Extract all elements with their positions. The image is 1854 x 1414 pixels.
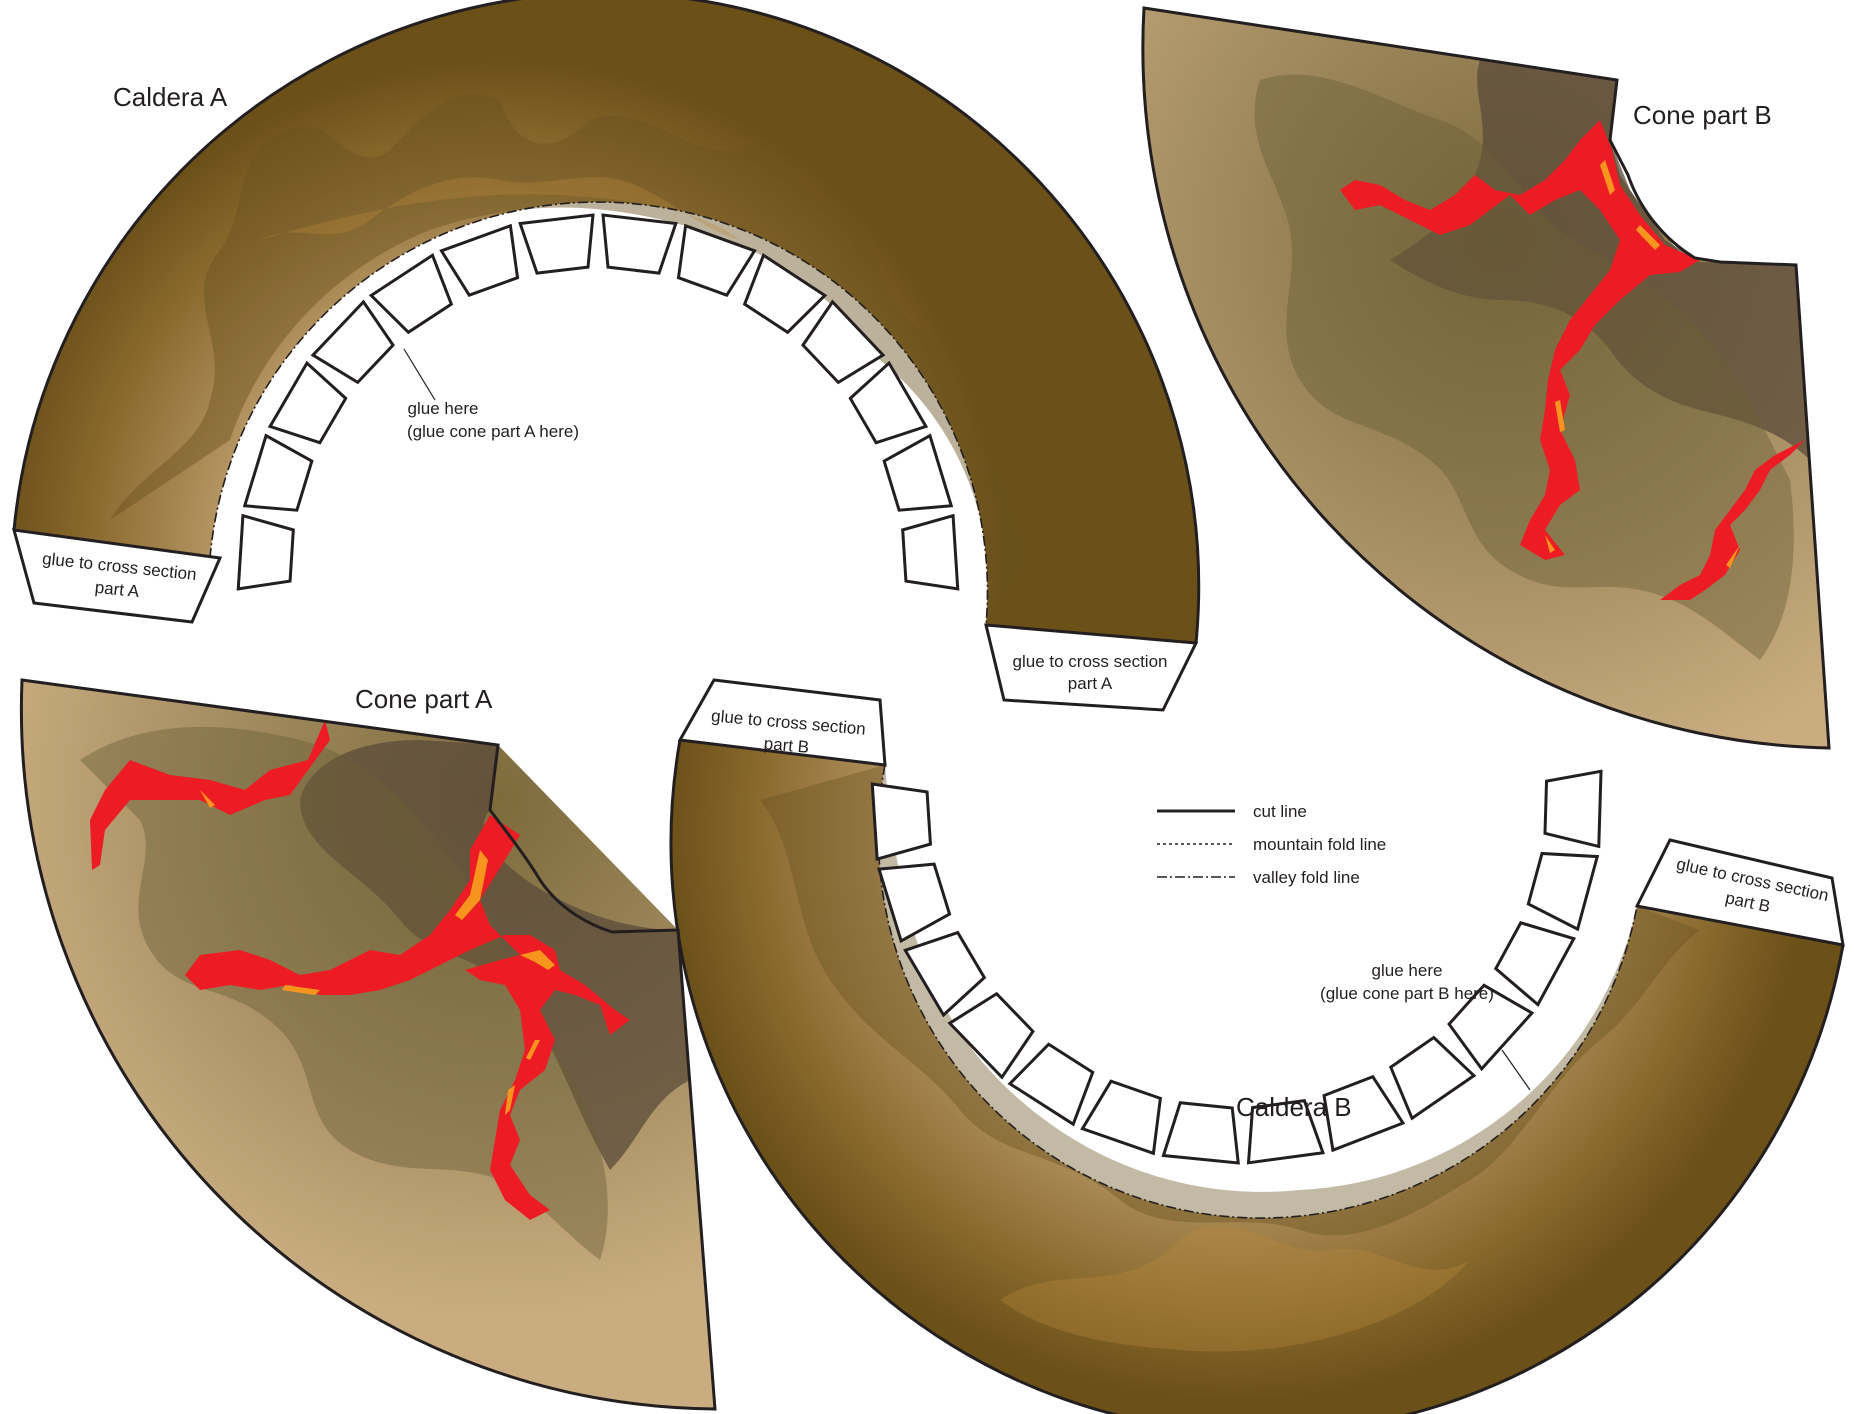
caldera-a-rock-shading [110,94,1030,625]
cone-part-b [1141,6,1831,750]
caldera-a-inner-tab-3 [267,360,348,445]
caldera-a-inner-fold [209,201,989,626]
caldera-a-inner-tab-2 [242,433,314,512]
caldera-a-tab-left [11,528,223,624]
caldera-b-outer-cut [669,739,1845,1414]
caldera-b-inner-tab-7 [1161,1101,1240,1165]
glue-here-b-leader [1501,1049,1531,1091]
caldera-b-inner-tabs [870,769,1603,1165]
glue-here-a-line1: glue here [408,399,479,418]
cone-part-a [19,678,717,1411]
glue-tab-a-left-line2: part A [94,578,141,602]
cone-a-sector [21,680,716,1409]
caldera-b-rock-shading [760,765,1700,1236]
cone-b-title: Cone part B [1633,100,1772,130]
caldera-a-inner-tab-5 [368,253,454,335]
caldera-b [669,678,1845,1414]
caldera-a-highlight [260,177,740,240]
caldera-b-inner-tab-11 [1447,983,1535,1072]
glue-tab-b-left-line2: part B [763,734,810,757]
cone-b-rock-dark [1390,60,1810,460]
caldera-a-inner-tab-1 [236,513,295,591]
caldera-b-title: Caldera B [1236,1092,1352,1122]
caldera-b-inner-tab-5 [1007,1042,1095,1127]
glue-tab-a-right-line1: glue to cross section [1013,652,1168,671]
caldera-a-inner-tab-11 [801,299,886,385]
caldera-a-inner-tab-9 [676,223,757,298]
caldera-b-tab-right [1634,838,1845,947]
caldera-b-inner-tab-1 [870,782,933,861]
caldera-a-band [14,0,1199,643]
cone-a-rock-dark [300,740,690,1170]
caldera-a-outer-cut [12,0,1201,644]
caldera-a-tab-right [984,623,1199,712]
caldera-a-inner-tab-7 [518,213,595,275]
caldera-b-inner-tab-13 [1526,851,1600,932]
glue-here-a-leader [403,348,436,401]
legend: cut line mountain fold line valley fold … [1157,802,1386,887]
glue-tab-a-right-label: glue to cross section part A [1013,652,1168,693]
caldera-b-inner-tab-8 [1246,1098,1326,1165]
caldera-b-inner-tab-2 [877,862,952,944]
caldera-a-inner-tab-6 [439,223,520,298]
caldera-b-highlight [1000,1226,1470,1352]
caldera-b-band [671,740,1843,1414]
caldera-a-inner-tabs [236,213,960,591]
caldera-b-inner-tab-6 [1080,1079,1163,1156]
caldera-a-inner-tab-13 [882,433,954,512]
glue-tab-a-right-line2: part A [1068,674,1113,693]
caldera-a-inner-tab-4 [310,299,395,385]
cone-b-cut [1141,6,1831,750]
glue-here-b-line2: (glue cone part B here) [1320,984,1494,1003]
glue-here-a-line2: (glue cone part A here) [407,422,579,441]
cone-a-lava [90,720,630,1220]
caldera-b-inner-tab-4 [947,991,1035,1080]
caldera-b-inner-tab-14 [1543,769,1603,849]
caldera-b-inner-tab-12 [1493,921,1577,1007]
caldera-a [11,0,1201,712]
caldera-a-inner-tab-14 [901,513,960,591]
caldera-a-title: Caldera A [113,82,228,112]
legend-mountain-fold-label: mountain fold line [1253,835,1386,854]
glue-here-b-line1: glue here [1372,961,1443,980]
legend-valley-fold-label: valley fold line [1253,868,1360,887]
caldera-a-inner-tab-8 [601,213,678,275]
caldera-b-inner-tab-3 [903,930,987,1018]
caldera-a-inner-tab-12 [848,360,929,445]
caldera-b-inner-tab-9 [1322,1074,1406,1153]
caldera-b-inner-fold [877,764,1638,1219]
cone-b-rock-mid [1254,74,1794,661]
caldera-b-inner-tab-10 [1388,1035,1477,1121]
cone-b-sector [1142,8,1829,748]
caldera-b-tab-left [677,678,887,767]
legend-cut-line-label: cut line [1253,802,1307,821]
cone-a-cut [19,678,717,1411]
caldera-a-inner-tab-10 [742,253,828,335]
cone-a-title: Cone part A [355,684,493,714]
